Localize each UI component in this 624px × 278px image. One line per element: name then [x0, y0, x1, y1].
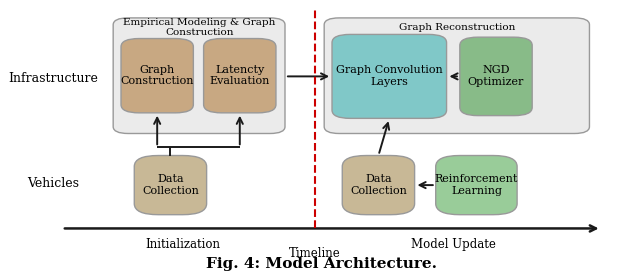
Text: Data
Collection: Data Collection — [142, 174, 199, 196]
FancyBboxPatch shape — [436, 155, 517, 215]
Text: NGD
Optimizer: NGD Optimizer — [468, 65, 524, 87]
Text: Data
Collection: Data Collection — [350, 174, 407, 196]
Text: Timeline: Timeline — [290, 247, 341, 260]
FancyBboxPatch shape — [332, 34, 447, 118]
Text: Latencty
Evaluation: Latencty Evaluation — [210, 65, 270, 86]
FancyBboxPatch shape — [343, 155, 414, 215]
Text: Fig. 4: Model Architecture.: Fig. 4: Model Architecture. — [206, 257, 437, 271]
FancyBboxPatch shape — [324, 18, 590, 133]
Text: Vehicles: Vehicles — [27, 177, 79, 190]
Text: Infrastructure: Infrastructure — [8, 72, 98, 85]
Text: Model Update: Model Update — [411, 239, 496, 252]
FancyBboxPatch shape — [113, 18, 285, 133]
Text: Empirical Modeling & Graph
Construction: Empirical Modeling & Graph Construction — [123, 18, 276, 37]
FancyBboxPatch shape — [121, 39, 193, 113]
FancyBboxPatch shape — [460, 37, 532, 116]
Text: Initialization: Initialization — [145, 239, 220, 252]
Text: Graph
Construction: Graph Construction — [120, 65, 194, 86]
FancyBboxPatch shape — [134, 155, 207, 215]
Text: Reinforcement
Learning: Reinforcement Learning — [435, 174, 518, 196]
Text: Graph Convolution
Layers: Graph Convolution Layers — [336, 65, 442, 87]
Text: Graph Reconstruction: Graph Reconstruction — [399, 23, 515, 32]
FancyBboxPatch shape — [203, 39, 276, 113]
